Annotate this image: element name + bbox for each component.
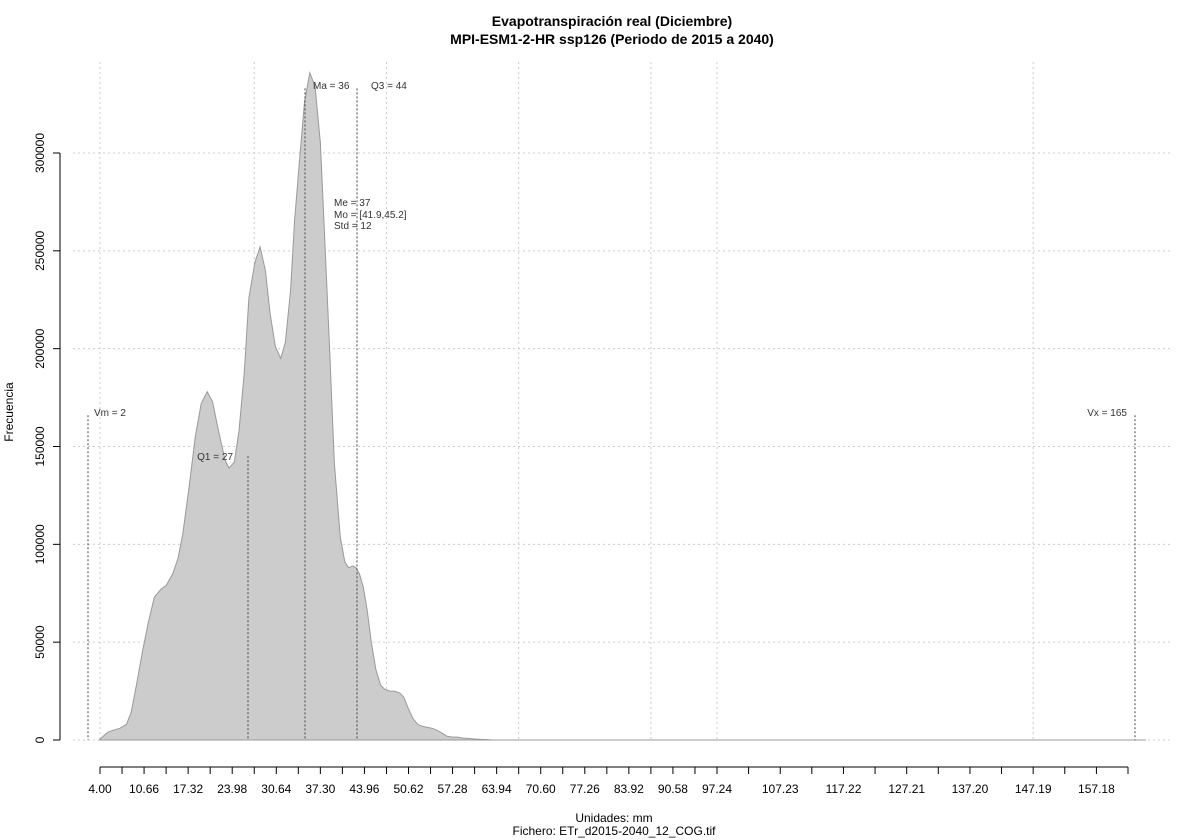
stat-label: Vx = 165 xyxy=(1087,408,1127,419)
x-tick-label: 90.58 xyxy=(658,782,688,796)
annotation-mode: Mo = [41.9,45.2] xyxy=(334,210,407,221)
chart-subtitle: MPI-ESM1-2-HR ssp126 (Periodo de 2015 a … xyxy=(450,31,774,47)
y-tick-label: 150000 xyxy=(33,426,47,466)
x-tick-label: 83.92 xyxy=(614,782,644,796)
x-tick-label: 10.66 xyxy=(129,782,159,796)
annotation-std: Std = 12 xyxy=(334,221,372,232)
y-tick-label: 0 xyxy=(33,736,47,743)
x-tick-label: 30.64 xyxy=(261,782,291,796)
y-tick-label: 300000 xyxy=(33,133,47,173)
chart-title: Evapotranspiración real (Diciembre) xyxy=(492,13,732,29)
x-tick-label: 50.62 xyxy=(393,782,423,796)
x-tick-label: 37.30 xyxy=(305,782,335,796)
stat-label: Q1 = 27 xyxy=(197,452,233,463)
distribution-area xyxy=(98,70,1146,741)
y-axis: 0 50000 100000 150000 200000 250000 300000 xyxy=(33,133,61,743)
x-tick-label: 43.96 xyxy=(349,782,379,796)
x-tick-label: 117.22 xyxy=(826,782,862,796)
x-tick-label: 57.28 xyxy=(438,782,468,796)
x-tick-label: 97.24 xyxy=(702,782,732,796)
annotation-mean: Me = 37 xyxy=(334,198,371,209)
chart-caption: Fichero: ETr_d2015-2040_12_COG.tif xyxy=(513,824,717,838)
x-axis-label: Unidades: mm xyxy=(575,811,652,825)
x-tick-label: 157.18 xyxy=(1078,782,1115,796)
x-tick-label: 137.20 xyxy=(952,782,989,796)
stat-label: Ma = 36 xyxy=(313,81,350,92)
x-tick-label: 107.23 xyxy=(762,782,799,796)
x-tick-label: 63.94 xyxy=(482,782,512,796)
stat-label: Q3 = 44 xyxy=(371,81,407,92)
stat-label: Vm = 2 xyxy=(94,408,126,419)
series-area xyxy=(98,70,1146,741)
x-tick-label: 77.26 xyxy=(570,782,600,796)
x-tick-label: 70.60 xyxy=(526,782,556,796)
x-tick-label: 23.98 xyxy=(217,782,247,796)
y-axis-label: Frecuencia xyxy=(2,382,16,442)
y-tick-label: 250000 xyxy=(33,230,47,270)
x-axis: 4.00 10.66 17.32 23.98 30.64 37.30 43.96 50.62 5… xyxy=(88,766,1129,796)
statistic-lines: Vm = 2 Q1 = 27 Ma = 36 Q3 = 44 Vx = 165 xyxy=(87,81,1136,740)
y-tick-label: 100000 xyxy=(33,524,47,564)
y-tick-label: 200000 xyxy=(33,328,47,368)
y-tick-label: 50000 xyxy=(33,625,47,659)
x-tick-label: 17.32 xyxy=(173,782,203,796)
x-tick-label: 147.19 xyxy=(1015,782,1052,796)
x-tick-label: 127.21 xyxy=(888,782,925,796)
x-tick-label: 4.00 xyxy=(88,782,112,796)
